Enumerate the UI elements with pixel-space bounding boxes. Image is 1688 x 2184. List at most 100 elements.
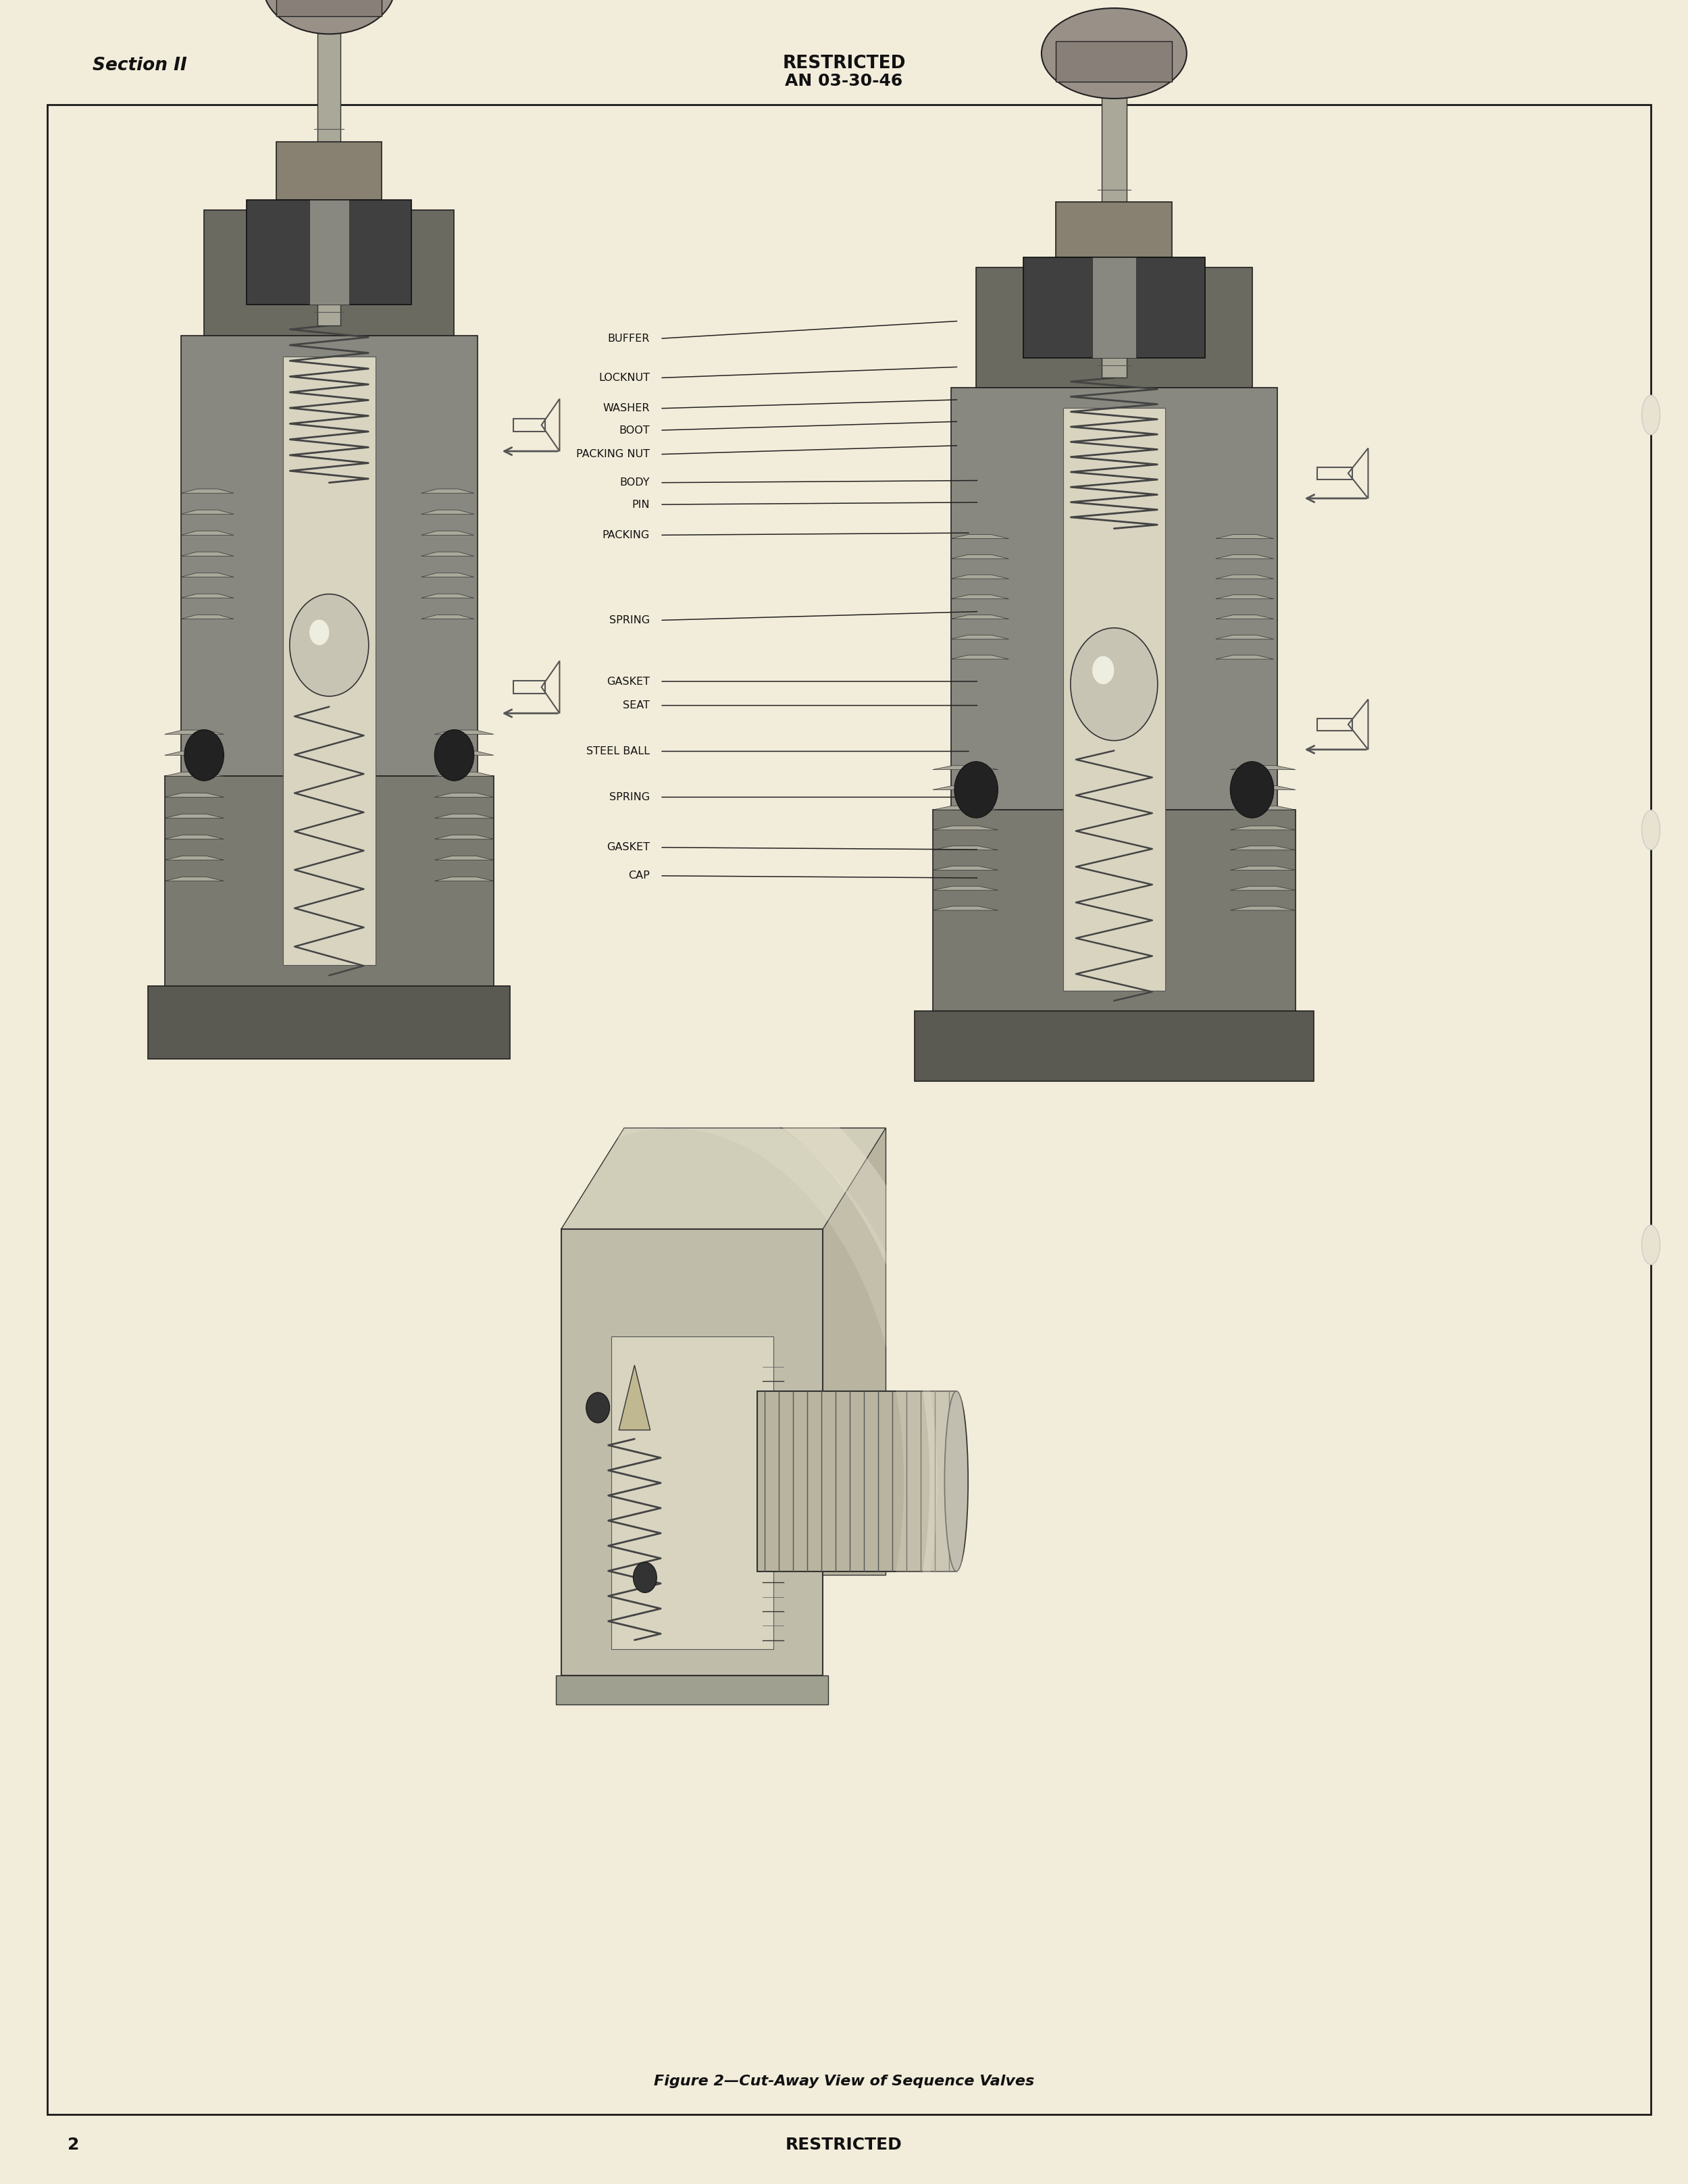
Bar bbox=[284, 356, 375, 965]
Polygon shape bbox=[932, 767, 998, 769]
Text: PACKING: PACKING bbox=[603, 531, 650, 539]
Circle shape bbox=[954, 762, 998, 819]
Text: BUFFER: BUFFER bbox=[608, 334, 650, 343]
Polygon shape bbox=[181, 553, 233, 557]
Polygon shape bbox=[422, 531, 474, 535]
Text: PACKING NUT: PACKING NUT bbox=[576, 450, 650, 459]
Bar bbox=[1023, 258, 1205, 358]
Polygon shape bbox=[181, 594, 233, 598]
Text: Figure 2—Cut-Away View of Sequence Valves: Figure 2—Cut-Away View of Sequence Valve… bbox=[653, 2075, 1035, 2088]
Polygon shape bbox=[422, 489, 474, 494]
Text: GASKET: GASKET bbox=[606, 843, 650, 852]
Polygon shape bbox=[434, 751, 495, 756]
Text: STEEL BALL: STEEL BALL bbox=[586, 747, 650, 756]
Polygon shape bbox=[165, 793, 225, 797]
Polygon shape bbox=[950, 616, 1009, 618]
Text: WASHER: WASHER bbox=[603, 404, 650, 413]
Polygon shape bbox=[165, 876, 225, 880]
Polygon shape bbox=[165, 771, 225, 775]
Text: CAP: CAP bbox=[628, 871, 650, 880]
Polygon shape bbox=[1215, 594, 1274, 598]
Polygon shape bbox=[422, 614, 474, 618]
Polygon shape bbox=[1215, 616, 1274, 618]
Bar bbox=[204, 210, 454, 336]
Circle shape bbox=[434, 729, 474, 780]
Polygon shape bbox=[422, 553, 474, 557]
Bar bbox=[976, 266, 1252, 389]
Polygon shape bbox=[1231, 767, 1296, 769]
Polygon shape bbox=[1231, 806, 1296, 810]
Polygon shape bbox=[1215, 555, 1274, 559]
Text: SEAT: SEAT bbox=[623, 701, 650, 710]
Polygon shape bbox=[434, 876, 495, 880]
Circle shape bbox=[1231, 762, 1274, 819]
Bar bbox=[950, 389, 1278, 810]
Polygon shape bbox=[950, 535, 1009, 539]
Text: BOOT: BOOT bbox=[619, 426, 650, 435]
Text: 2: 2 bbox=[68, 2136, 79, 2153]
Polygon shape bbox=[932, 887, 998, 891]
Bar bbox=[277, 142, 381, 199]
Polygon shape bbox=[950, 574, 1009, 579]
Polygon shape bbox=[1231, 786, 1296, 791]
Circle shape bbox=[633, 1562, 657, 1592]
Bar bbox=[932, 810, 1296, 1011]
Polygon shape bbox=[1215, 636, 1274, 640]
Polygon shape bbox=[950, 555, 1009, 559]
Polygon shape bbox=[181, 509, 233, 513]
Polygon shape bbox=[165, 729, 225, 734]
Text: BODY: BODY bbox=[619, 478, 650, 487]
Circle shape bbox=[309, 620, 329, 644]
Text: AN 03-30-46: AN 03-30-46 bbox=[785, 72, 903, 90]
Ellipse shape bbox=[945, 1391, 969, 1570]
Text: LOCKNUT: LOCKNUT bbox=[599, 373, 650, 382]
Ellipse shape bbox=[1041, 9, 1187, 98]
Bar bbox=[317, 11, 341, 325]
Circle shape bbox=[1092, 655, 1114, 684]
Polygon shape bbox=[932, 786, 998, 791]
Bar bbox=[513, 419, 545, 430]
Bar bbox=[513, 681, 545, 692]
Bar bbox=[1101, 76, 1128, 378]
Bar bbox=[1317, 719, 1352, 729]
Circle shape bbox=[586, 1393, 609, 1424]
Polygon shape bbox=[165, 856, 225, 860]
Polygon shape bbox=[434, 815, 495, 819]
Polygon shape bbox=[181, 572, 233, 577]
Polygon shape bbox=[1231, 906, 1296, 911]
Bar bbox=[165, 775, 495, 985]
Polygon shape bbox=[290, 603, 368, 640]
Polygon shape bbox=[1231, 887, 1296, 891]
Polygon shape bbox=[165, 751, 225, 756]
Polygon shape bbox=[950, 636, 1009, 640]
Text: PIN: PIN bbox=[631, 500, 650, 509]
Polygon shape bbox=[165, 815, 225, 819]
Polygon shape bbox=[625, 1127, 886, 1575]
Bar bbox=[1057, 201, 1171, 258]
Bar bbox=[915, 1011, 1313, 1081]
Polygon shape bbox=[932, 806, 998, 810]
Polygon shape bbox=[555, 1675, 829, 1704]
Polygon shape bbox=[950, 655, 1009, 660]
Polygon shape bbox=[181, 489, 233, 494]
Polygon shape bbox=[1231, 845, 1296, 850]
Polygon shape bbox=[422, 509, 474, 513]
Polygon shape bbox=[1231, 826, 1296, 830]
Text: GASKET: GASKET bbox=[606, 677, 650, 686]
Polygon shape bbox=[950, 594, 1009, 598]
Bar bbox=[277, 0, 381, 15]
Bar bbox=[149, 985, 510, 1059]
Polygon shape bbox=[1231, 867, 1296, 869]
Polygon shape bbox=[181, 614, 233, 618]
Polygon shape bbox=[932, 867, 998, 869]
Bar bbox=[181, 336, 478, 775]
Bar bbox=[1317, 467, 1352, 478]
Polygon shape bbox=[434, 771, 495, 775]
Text: Section II: Section II bbox=[93, 57, 187, 74]
Polygon shape bbox=[181, 531, 233, 535]
Polygon shape bbox=[560, 1127, 886, 1230]
Circle shape bbox=[290, 594, 368, 697]
Polygon shape bbox=[165, 834, 225, 839]
Polygon shape bbox=[932, 845, 998, 850]
Polygon shape bbox=[932, 906, 998, 911]
